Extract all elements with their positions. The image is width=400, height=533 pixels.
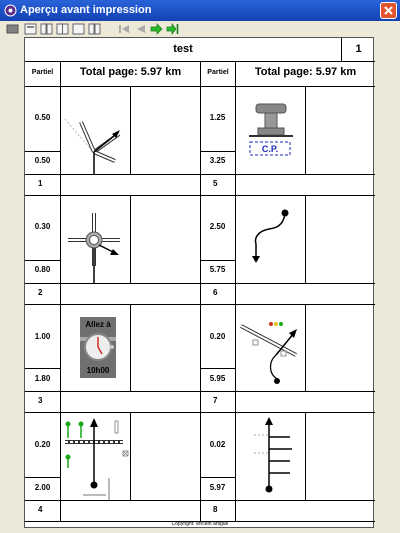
step-4-number: 4 <box>38 505 43 514</box>
step-1-total: 0.50 <box>34 156 51 165</box>
step-1-partiel: 0.50 <box>34 113 51 122</box>
road-book-page: test 1 Partiel Total page: 5.97 km Parti… <box>24 37 375 528</box>
step-7-number: 7 <box>213 396 218 405</box>
step-7-total: 5.95 <box>209 374 226 383</box>
last-page-button[interactable] <box>166 23 179 35</box>
two-page-button[interactable] <box>40 23 53 35</box>
step-5-control-point-diagram <box>249 103 293 156</box>
step-1-number: 1 <box>38 179 43 188</box>
window-title: Aperçu avant impression <box>20 4 152 16</box>
step-1-junction-diagram <box>64 118 121 174</box>
step-4-total: 2.00 <box>34 483 51 492</box>
page-view-icon <box>24 23 37 35</box>
step-8-partiel: 0.02 <box>209 440 226 449</box>
total-header-right: Total page: 5.97 km <box>254 66 357 78</box>
arrow-left-icon <box>137 25 145 33</box>
two-page-icon <box>40 23 53 35</box>
toolbar <box>2 22 398 37</box>
title-bar: Aperçu avant impression <box>0 0 400 21</box>
road-book-grid <box>25 38 375 522</box>
step-6-total: 5.75 <box>209 265 226 274</box>
first-page-icon <box>119 25 129 33</box>
page-width-icon <box>56 23 69 35</box>
step-3-time-sign: Allez à 10h00 <box>80 317 116 378</box>
arrow-right-icon <box>150 23 163 35</box>
app-icon <box>4 4 17 17</box>
step-2-number: 2 <box>38 288 43 297</box>
next-page-button[interactable] <box>150 23 163 35</box>
step-8-number: 8 <box>213 505 218 514</box>
step-3-partiel: 1.00 <box>34 332 51 341</box>
step-6-number: 6 <box>213 288 218 297</box>
clock-bottom-label: 10h00 <box>86 366 110 375</box>
step-2-total: 0.80 <box>34 265 51 274</box>
step-3-number: 3 <box>38 396 43 405</box>
step-7-diagram <box>240 322 297 384</box>
zoom-page-button[interactable] <box>24 23 37 35</box>
previous-page-button[interactable] <box>134 23 147 35</box>
clock-icon <box>80 333 116 361</box>
partiel-header-left: Partiel <box>31 69 54 76</box>
step-5-number: 5 <box>213 179 218 188</box>
partiel-header-right: Partiel <box>207 69 229 76</box>
close-icon <box>384 6 393 15</box>
step-5-total: 3.25 <box>209 156 226 165</box>
print-icon <box>6 24 19 34</box>
step-6-curve-diagram <box>252 209 289 263</box>
step-7-partiel: 0.20 <box>209 332 226 341</box>
page-width-button[interactable] <box>56 23 69 35</box>
multi-page-icon <box>88 23 101 35</box>
step-2-roundabout-diagram <box>68 213 120 283</box>
close-button[interactable] <box>380 2 397 19</box>
step-8-diagram <box>254 417 292 493</box>
full-page-icon <box>72 23 85 35</box>
full-page-button[interactable] <box>72 23 85 35</box>
first-page-button[interactable] <box>118 23 131 35</box>
step-8-total: 5.97 <box>209 483 226 492</box>
multi-page-button[interactable] <box>88 23 101 35</box>
last-page-icon <box>166 23 179 35</box>
page-number: 1 <box>355 43 362 55</box>
clock-top-label: Allez à <box>85 320 111 329</box>
step-2-partiel: 0.30 <box>34 222 51 231</box>
control-point-label: C.P. <box>261 144 279 154</box>
total-header-left: Total page: 5.97 km <box>79 66 182 78</box>
roadbook-title: test <box>173 43 193 55</box>
step-4-diagram <box>65 418 129 500</box>
step-5-partiel: 1.25 <box>209 113 226 122</box>
footer-copyright: Copyright: vincent artigue <box>171 521 229 527</box>
step-4-partiel: 0.20 <box>34 440 51 449</box>
step-3-total: 1.80 <box>34 374 51 383</box>
print-button[interactable] <box>6 23 19 35</box>
step-6-partiel: 2.50 <box>209 222 226 231</box>
